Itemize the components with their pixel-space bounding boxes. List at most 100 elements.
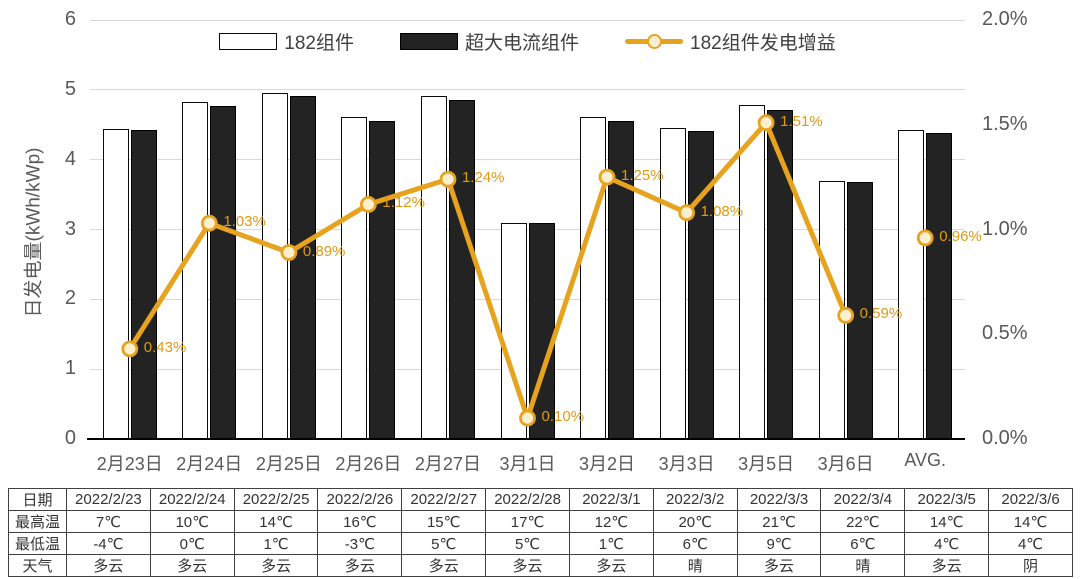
plot-area: 0.43% 1.03% 0.89% 1.12% 1.24% 0.10% 1.25% 1.08%… bbox=[87, 19, 982, 440]
table-cell: -4℃ bbox=[66, 532, 151, 555]
legend-swatch-supercurrent-bar bbox=[399, 33, 458, 50]
y-left-tick-label: 1 bbox=[64, 357, 76, 380]
table-cell: 2022/3/3 bbox=[736, 488, 822, 511]
x-axis-label: 3月2日 bbox=[579, 454, 636, 474]
table-cell: 6℃ bbox=[652, 532, 738, 555]
gain-marker bbox=[916, 229, 934, 247]
legend-label-gain: 182组件发电增益 bbox=[690, 33, 836, 54]
gain-line bbox=[127, 120, 849, 421]
y-right-tick-label: 1.5% bbox=[982, 112, 1028, 135]
gain-data-label: 0.10% bbox=[541, 408, 585, 426]
gain-marker bbox=[439, 170, 457, 188]
gridline bbox=[90, 89, 965, 91]
table-cell: 12℃ bbox=[568, 510, 654, 533]
table-cell: 6℃ bbox=[820, 532, 906, 555]
weather-table: 日期 2022/2/23 2022/2/24 2022/2/25 2022/2/26 20… bbox=[8, 488, 1073, 577]
weather-table-wrap: 日期 2022/2/23 2022/2/24 2022/2/25 2022/2/26 20… bbox=[8, 488, 1073, 577]
gridline bbox=[90, 159, 965, 161]
table-cell: 晴 bbox=[652, 554, 738, 577]
gain-marker bbox=[200, 214, 218, 232]
table-cell: 多云 bbox=[568, 554, 654, 577]
gain-data-label: 0.43% bbox=[143, 338, 187, 356]
legend-swatch-gain-line bbox=[625, 33, 683, 51]
x-axis-label: 3月1日 bbox=[499, 454, 556, 474]
x-axis-label: 2月26日 bbox=[335, 454, 402, 474]
table-cell: 多云 bbox=[401, 554, 487, 577]
table-cell: 20℃ bbox=[652, 510, 738, 533]
table-cell: 5℃ bbox=[401, 532, 487, 555]
table-cell: 4℃ bbox=[988, 532, 1073, 555]
x-axis-line bbox=[87, 437, 965, 440]
y-left-tick-label: 0 bbox=[64, 427, 76, 449]
gain-data-label: 1.51% bbox=[780, 112, 823, 130]
table-cell: 14℃ bbox=[233, 510, 319, 533]
gain-data-label: 0.96% bbox=[939, 227, 982, 245]
legend-label-182: 182组件 bbox=[284, 33, 354, 54]
table-cell: 2022/2/25 bbox=[233, 488, 319, 511]
gain-marker bbox=[121, 340, 139, 358]
gridline bbox=[90, 298, 965, 300]
gain-data-label: 1.24% bbox=[461, 169, 505, 187]
x-axis-label: 2月24日 bbox=[176, 454, 243, 474]
bar-182 bbox=[102, 128, 129, 439]
table-cell: 10℃ bbox=[149, 510, 235, 533]
x-axis-label: 3月3日 bbox=[658, 454, 715, 474]
bar-182 bbox=[341, 117, 368, 439]
x-axis-label: 3月6日 bbox=[817, 454, 874, 474]
gain-marker bbox=[359, 195, 377, 213]
gain-marker bbox=[519, 409, 536, 427]
gain-data-label: 1.12% bbox=[382, 194, 425, 212]
gridline bbox=[90, 19, 965, 21]
table-cell: 1℃ bbox=[233, 532, 319, 555]
y-left-tick-label: 3 bbox=[64, 217, 76, 240]
gridline bbox=[90, 368, 965, 370]
y-right-tick-label: 0.5% bbox=[982, 322, 1028, 345]
table-cell: 0℃ bbox=[149, 532, 235, 555]
bar-supercurrent bbox=[687, 131, 714, 439]
table-cell: 多云 bbox=[736, 554, 822, 577]
y-left-tick-label: 4 bbox=[64, 147, 76, 170]
table-cell: 2022/2/28 bbox=[485, 488, 570, 511]
table-row-header: 日期 bbox=[8, 488, 67, 511]
gain-marker bbox=[678, 204, 695, 222]
table-cell: 2022/3/2 bbox=[652, 488, 738, 511]
gain-line-svg bbox=[121, 114, 934, 427]
table-cell: 4℃ bbox=[904, 532, 990, 555]
bar-182 bbox=[261, 93, 288, 439]
table-cell: 2022/2/26 bbox=[317, 488, 403, 511]
gain-data-label: 1.08% bbox=[700, 202, 744, 220]
legend-swatch-182-bar bbox=[219, 33, 278, 50]
y-left-tick-label: 5 bbox=[64, 77, 76, 100]
bar-supercurrent bbox=[210, 105, 237, 439]
table-cell: 16℃ bbox=[317, 510, 403, 533]
legend-item-gain: 182组件发电增益 bbox=[625, 28, 836, 55]
table-cell: 14℃ bbox=[904, 510, 990, 533]
table-cell: 多云 bbox=[904, 554, 990, 577]
table-cell: 晴 bbox=[820, 554, 906, 577]
gain-data-label: 0.59% bbox=[859, 305, 903, 323]
gain-marker bbox=[837, 306, 855, 324]
table-cell: 2022/2/23 bbox=[66, 488, 151, 511]
table-cell: 2022/3/6 bbox=[988, 488, 1073, 511]
table-row-header: 最低温 bbox=[8, 532, 67, 555]
gridline bbox=[90, 229, 965, 230]
y-right-tick-label: 2.0% bbox=[982, 8, 1028, 30]
x-axis-label: 2月23日 bbox=[96, 454, 163, 474]
table-cell: 17℃ bbox=[485, 510, 570, 533]
table-cell: 2022/3/1 bbox=[568, 488, 654, 511]
gain-data-label: 1.03% bbox=[223, 213, 266, 231]
table-row-header: 天气 bbox=[8, 554, 67, 577]
gain-marker bbox=[757, 114, 775, 132]
table-row-header: 最高温 bbox=[8, 510, 67, 533]
table-row-min-temp: 最低温 -4℃ 0℃ 1℃ -3℃ 5℃ 5℃ 1℃ 6℃ 9℃ 6℃ 4℃ 4℃ bbox=[8, 532, 1073, 555]
x-axis-label: 3月5日 bbox=[738, 454, 795, 474]
table-cell: 15℃ bbox=[401, 510, 487, 533]
legend-marker-icon bbox=[646, 34, 662, 49]
bar-supercurrent bbox=[130, 130, 157, 439]
table-cell: -3℃ bbox=[317, 532, 403, 555]
legend-item-supercurrent: 超大电流组件 bbox=[399, 28, 579, 55]
bar-182 bbox=[420, 96, 447, 439]
gain-data-label: 0.89% bbox=[302, 242, 346, 260]
table-cell: 1℃ bbox=[568, 532, 654, 555]
bar-supercurrent bbox=[448, 100, 475, 439]
